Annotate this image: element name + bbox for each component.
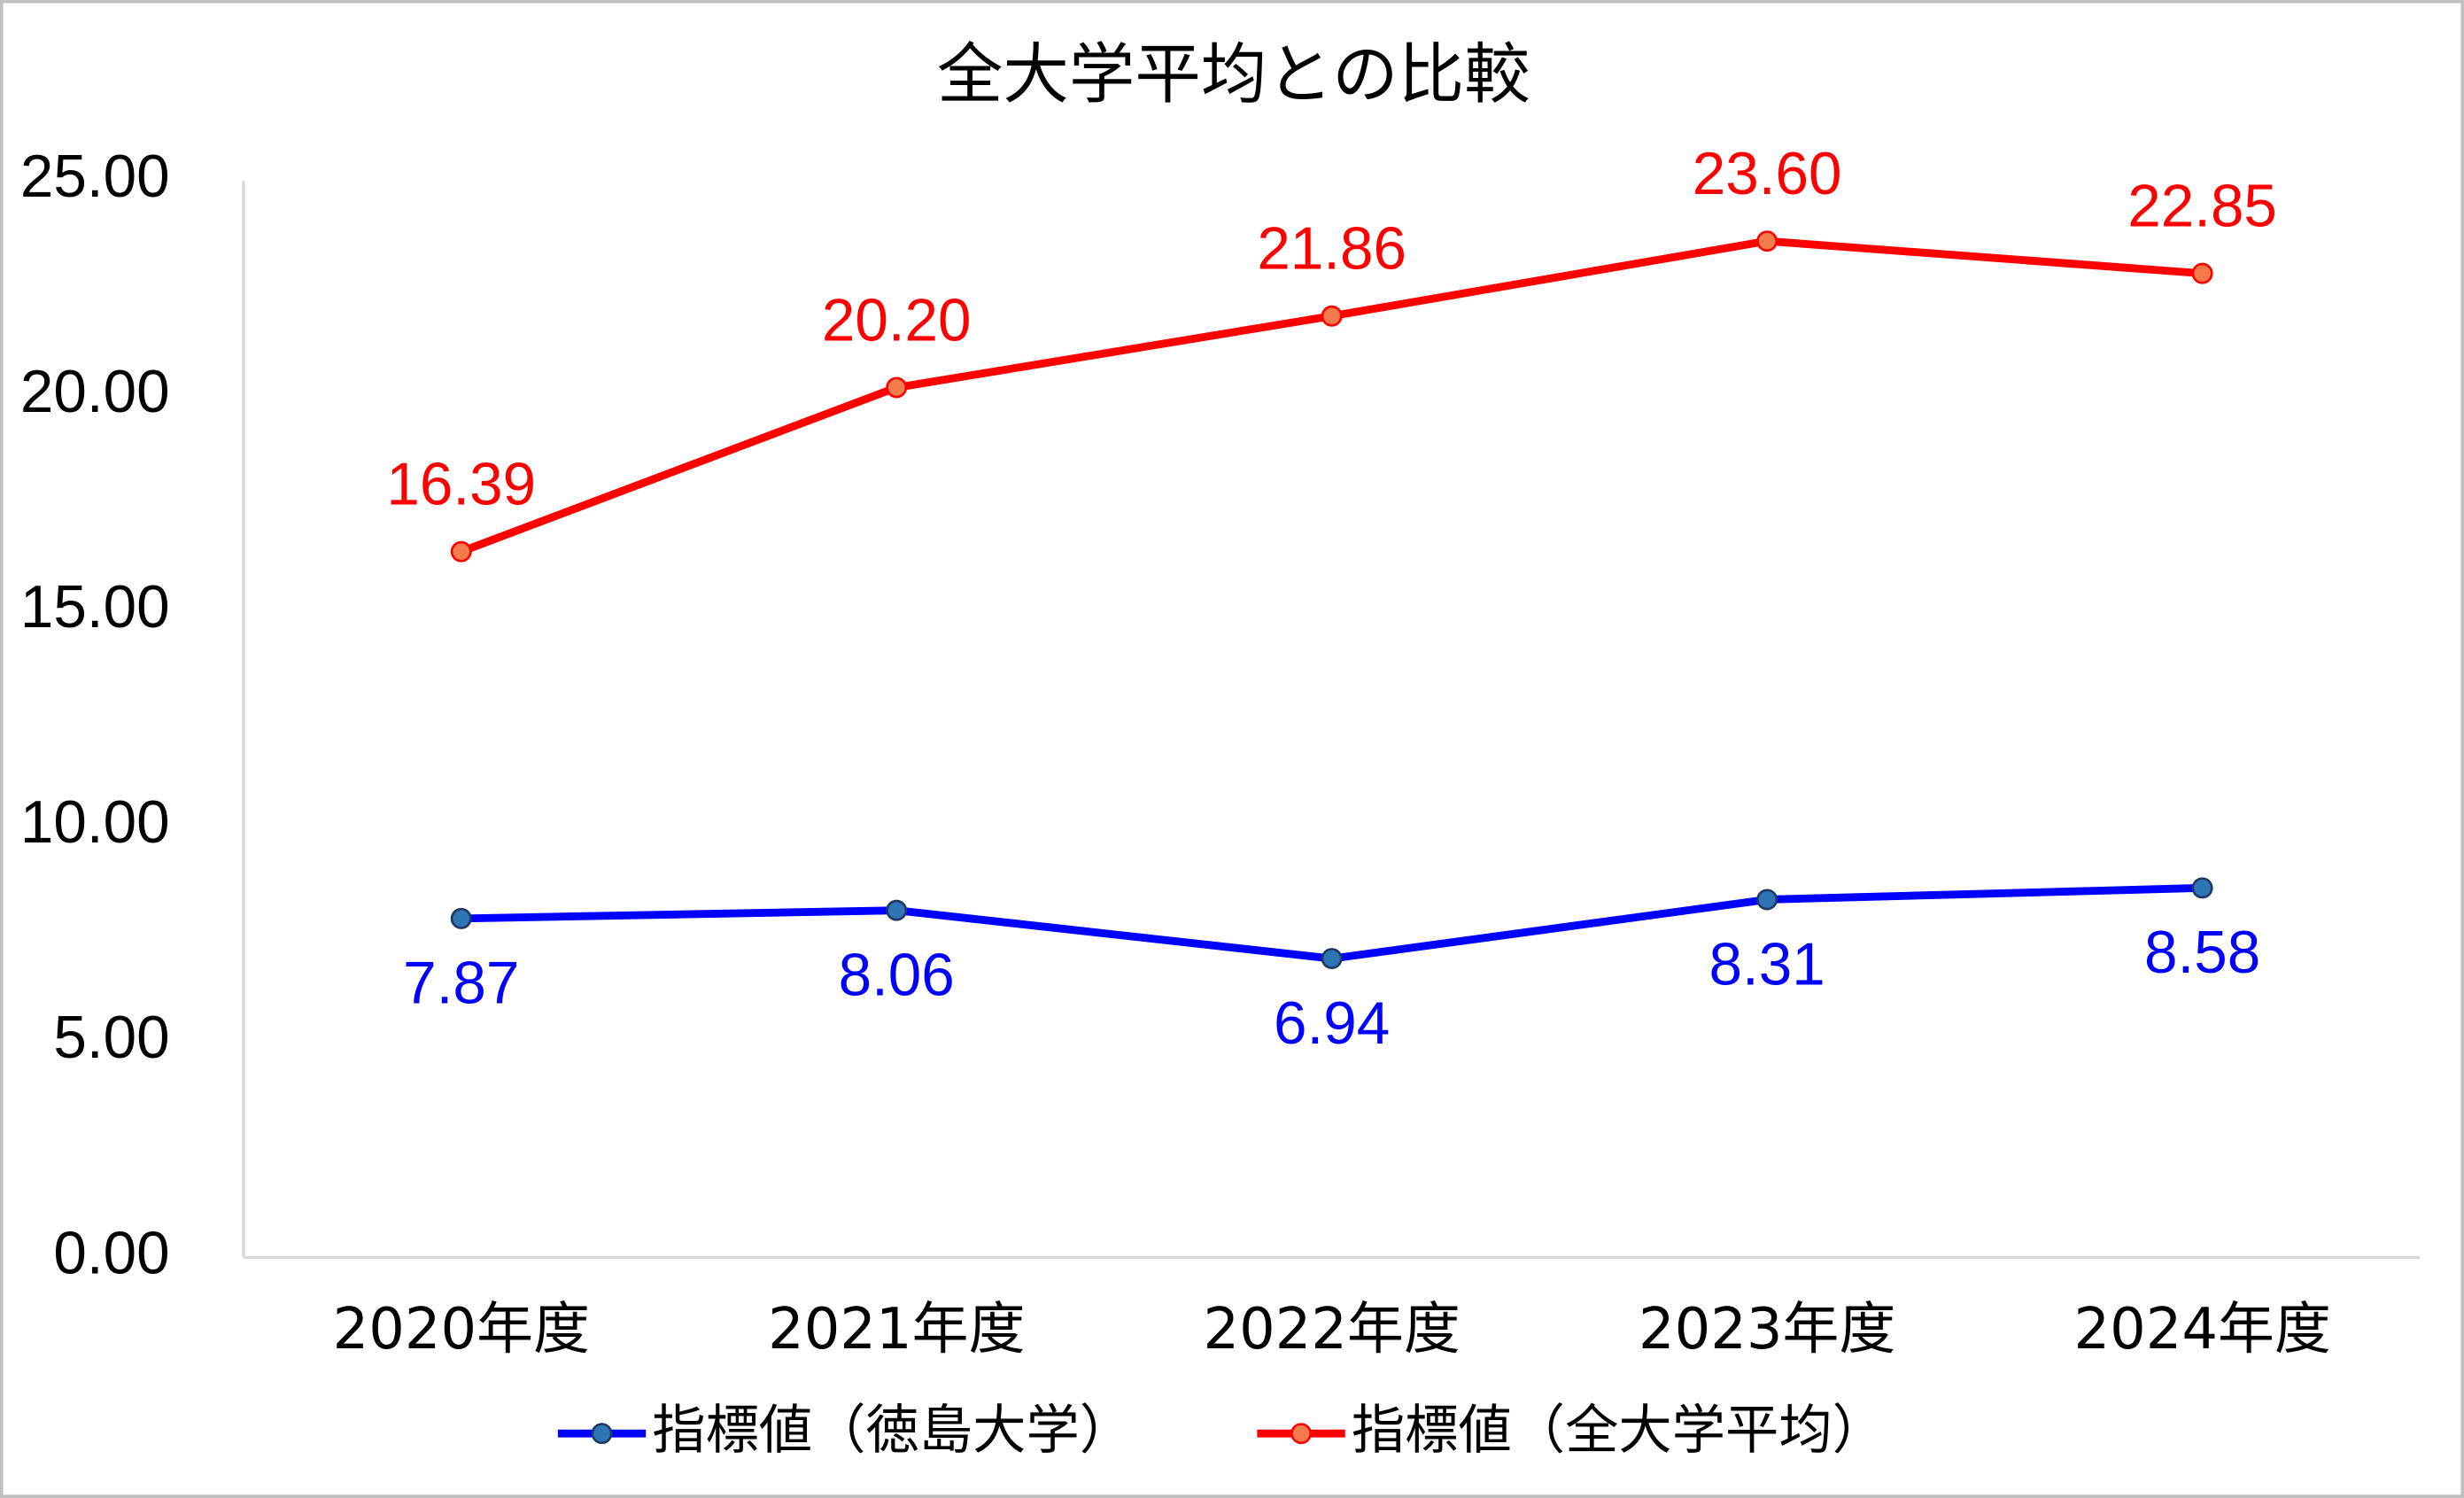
data-point: [1756, 889, 1778, 911]
y-tick-label: 25.00: [20, 144, 170, 210]
data-label: 7.87: [403, 951, 519, 1017]
data-label: 21.86: [1257, 216, 1406, 283]
data-point: [1321, 305, 1343, 327]
y-tick-label: 5.00: [53, 1005, 169, 1071]
y-tick-label: 10.00: [20, 789, 170, 856]
y-tick-label: 20.00: [20, 359, 170, 425]
data-label: 8.31: [1709, 931, 1825, 997]
data-label: 8.58: [2144, 920, 2260, 986]
x-tick-label: 2021年度: [768, 1297, 1025, 1362]
x-tick-label: 2022年度: [1204, 1297, 1461, 1362]
data-label: 20.20: [822, 287, 972, 353]
x-tick-label: 2024年度: [2073, 1297, 2330, 1362]
data-label: 16.39: [386, 452, 536, 518]
data-point: [886, 376, 908, 399]
data-label: 22.85: [2127, 173, 2277, 239]
y-tick-label: 15.00: [20, 574, 170, 640]
x-tick-label: 2023年度: [1639, 1297, 1895, 1362]
data-point: [2191, 262, 2213, 284]
y-tick-label: 0.00: [53, 1220, 169, 1286]
chart-title: 全大学平均との比較: [937, 35, 1530, 113]
data-point: [2191, 877, 2213, 899]
data-point: [450, 907, 472, 929]
data-label: 23.60: [1693, 141, 1842, 207]
data-label: 6.94: [1274, 990, 1390, 1057]
legend-marker: [591, 1423, 613, 1445]
data-point: [450, 540, 472, 563]
data-point: [1321, 948, 1343, 970]
data-label: 8.06: [839, 943, 955, 1009]
legend-label: 指標値（徳島大学）: [652, 1400, 1133, 1462]
data-point: [886, 899, 908, 921]
data-point: [1756, 230, 1778, 252]
legend-label: 指標値（全大学平均）: [1352, 1400, 1886, 1462]
x-tick-label: 2020年度: [333, 1297, 590, 1362]
legend-marker: [1290, 1423, 1313, 1445]
